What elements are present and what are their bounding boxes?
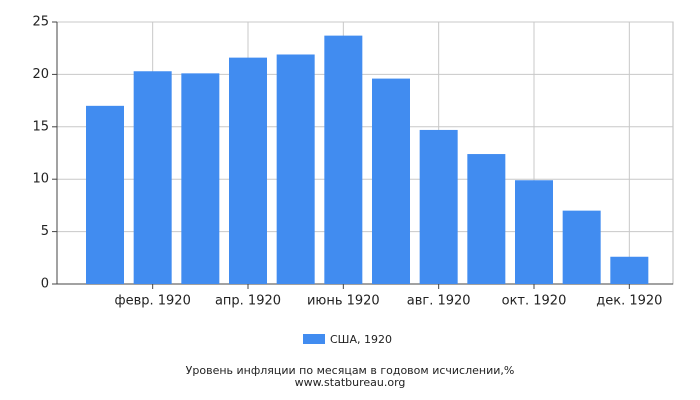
x-tick-label: окт. 1920 <box>502 294 567 309</box>
y-tick-label: 5 <box>41 224 49 239</box>
y-tick-label: 15 <box>32 119 49 134</box>
chart-source: www.statbureau.org <box>295 376 406 389</box>
x-tick-label: авг. 1920 <box>407 294 471 309</box>
bar <box>86 105 124 284</box>
x-tick-label: апр. 1920 <box>215 294 281 309</box>
x-tick-label: июнь 1920 <box>307 294 380 309</box>
bar <box>181 73 220 285</box>
x-tick-label: февр. 1920 <box>114 294 190 309</box>
bar <box>324 35 363 285</box>
y-tick-label: 10 <box>32 172 49 187</box>
bar <box>229 57 267 284</box>
bar <box>562 210 601 284</box>
bar <box>133 71 172 284</box>
legend-swatch <box>303 334 325 344</box>
bar <box>467 154 506 284</box>
bar <box>419 129 458 284</box>
y-tick-label: 0 <box>41 277 49 292</box>
bar <box>276 54 315 284</box>
y-tick-label: 25 <box>32 15 49 30</box>
legend-label: США, 1920 <box>330 333 392 346</box>
bar <box>610 256 649 284</box>
chart-caption: Уровень инфляции по месяцам в годовом ис… <box>186 364 515 377</box>
bar <box>372 78 410 284</box>
x-tick-label: дек. 1920 <box>596 294 662 309</box>
y-tick-label: 20 <box>32 67 49 82</box>
bar <box>515 180 553 284</box>
